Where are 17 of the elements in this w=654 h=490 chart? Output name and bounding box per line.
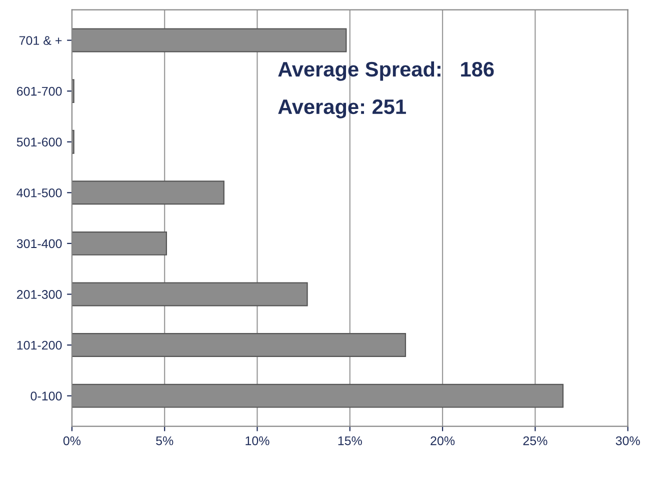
- x-tick-label: 5%: [156, 436, 174, 446]
- x-tick-label: 10%: [246, 436, 270, 446]
- x-tick-label: 20%: [430, 436, 455, 446]
- x-tick-label: 30%: [616, 436, 640, 446]
- x-tick-label: 15%: [338, 436, 362, 446]
- y-tick-label: 301-400: [16, 239, 62, 248]
- y-tick-label: 501-600: [16, 138, 62, 147]
- x-tick-label: 0%: [63, 436, 81, 446]
- annotation: Average: 251: [278, 99, 406, 118]
- y-tick-label: 401-500: [16, 188, 62, 198]
- annotation: Average Spread: 186: [278, 61, 494, 81]
- y-tick-label: 601-700: [16, 86, 62, 96]
- y-tick-label: 701 & +: [19, 36, 62, 45]
- x-tick-label: 25%: [523, 436, 548, 446]
- y-tick-label: 201-300: [16, 290, 62, 299]
- y-tick-label: 101-200: [17, 340, 62, 350]
- y-tick-label: 0-100: [30, 392, 62, 400]
